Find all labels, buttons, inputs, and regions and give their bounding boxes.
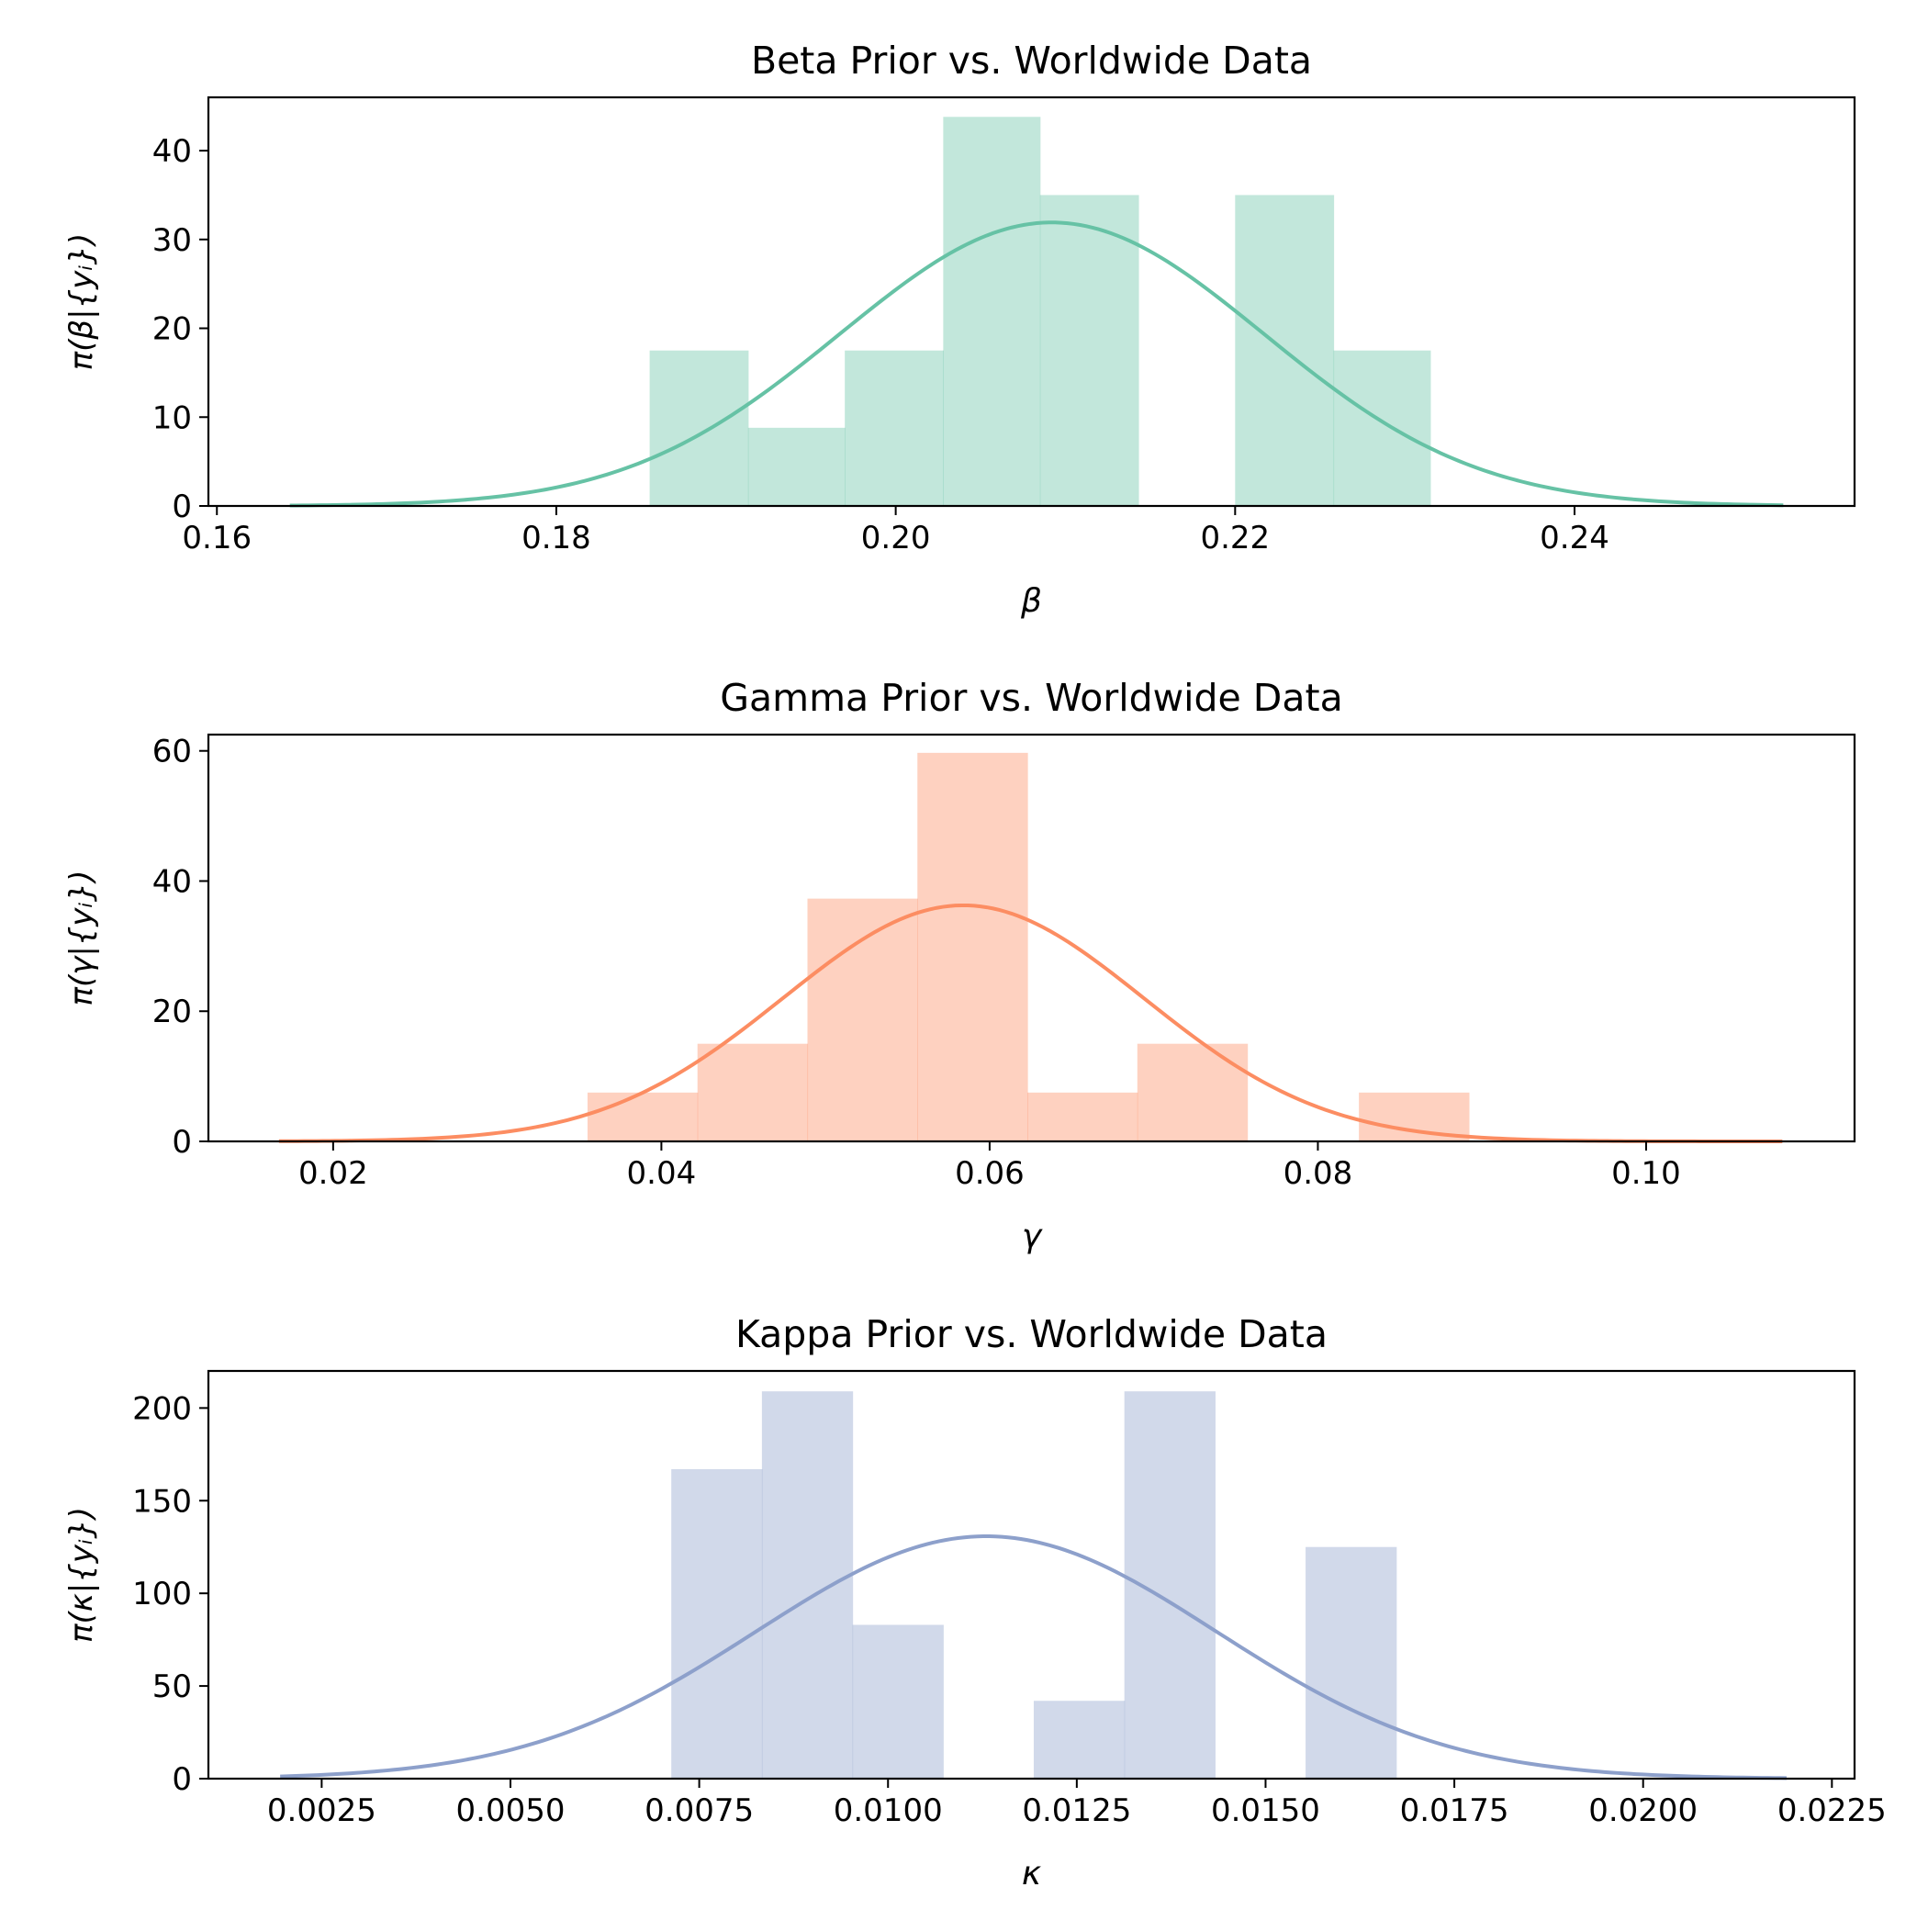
- y-axis-label: π(κ|{yᵢ}): [63, 1507, 100, 1643]
- x-tick-label: 0.18: [521, 520, 591, 556]
- chart-title: Beta Prior vs. Worldwide Data: [751, 39, 1312, 83]
- prior-density-line: [278, 903, 1783, 1143]
- y-tick-label: 200: [132, 1390, 192, 1427]
- chart-panel-1: 0.16 0.18 0.20 0.22 0.24 0 10 20 30 40 Beta Prior …: [63, 39, 1856, 620]
- x-tick-label: 0.16: [182, 520, 252, 556]
- x-tick-label: 0.22: [1200, 520, 1270, 556]
- y-tick-label: 20: [152, 994, 192, 1030]
- histogram-bar: [845, 350, 944, 506]
- x-axis-label: β: [1020, 582, 1042, 620]
- x-tick-label: 0.06: [955, 1155, 1025, 1192]
- histogram-bar: [917, 752, 1028, 1141]
- histogram-bar: [1033, 1701, 1126, 1779]
- chart-panel-3: 0.0025 0.0050 0.0075 0.0100 0.0125 0.0150 0.01…: [63, 1312, 1887, 1893]
- x-tick-label: 0.0050: [456, 1792, 566, 1829]
- plot-frame: [207, 733, 1856, 1143]
- x-axis-label: κ: [1022, 1855, 1042, 1893]
- y-tick-label: 0: [172, 1124, 192, 1161]
- chart-panel-2: 0.02 0.04 0.06 0.08 0.10 0 20 40 60 Gamma Prior v…: [63, 676, 1856, 1255]
- histogram-bar: [671, 1468, 763, 1779]
- histogram-bar: [649, 350, 749, 506]
- x-tick-label: 0.0150: [1211, 1792, 1320, 1829]
- prior-density-line: [289, 220, 1784, 508]
- histogram-bar: [1137, 1043, 1249, 1141]
- x-tick-label: 0.0200: [1588, 1792, 1698, 1829]
- x-tick-label: 0.0075: [645, 1792, 754, 1829]
- histogram-bar: [697, 1043, 809, 1141]
- x-tick-label: 0.0025: [267, 1792, 376, 1829]
- y-tick-label: 10: [152, 399, 192, 436]
- histogram-bar: [747, 427, 846, 506]
- y-tick-label: 150: [132, 1483, 192, 1520]
- plot-frame: [207, 1369, 1856, 1780]
- histogram-bar: [1359, 1092, 1470, 1141]
- y-tick-label: 30: [152, 222, 192, 259]
- y-tick-label: 0: [172, 489, 192, 525]
- y-axis-label: π(β|{yᵢ}): [63, 233, 100, 371]
- x-tick-label: 0.10: [1611, 1155, 1681, 1192]
- histogram-bar: [852, 1624, 944, 1779]
- x-tick-label: 0.24: [1540, 520, 1609, 556]
- y-tick-label: 40: [152, 863, 192, 900]
- chart-title: Gamma Prior vs. Worldwide Data: [720, 676, 1342, 720]
- histogram-bar: [761, 1391, 854, 1779]
- histogram-bar: [1333, 350, 1431, 506]
- prior-density-line: [280, 1534, 1787, 1780]
- y-tick-label: 0: [172, 1761, 192, 1798]
- y-tick-label: 60: [152, 734, 192, 770]
- x-tick-label: 0.20: [861, 520, 931, 556]
- y-tick-label: 40: [152, 133, 192, 170]
- x-tick-label: 0.0125: [1022, 1792, 1131, 1829]
- plot-frame: [207, 95, 1856, 508]
- x-axis-label: γ: [1022, 1218, 1043, 1255]
- y-axis-label: π(γ|{yᵢ}): [63, 870, 100, 1005]
- histogram-bar: [943, 117, 1041, 507]
- x-tick-label: 0.0175: [1400, 1792, 1509, 1829]
- histogram-bar: [587, 1092, 699, 1141]
- histogram-bar: [1306, 1546, 1397, 1779]
- x-tick-label: 0.08: [1283, 1155, 1353, 1192]
- x-tick-label: 0.0225: [1777, 1792, 1887, 1829]
- y-tick-label: 20: [152, 311, 192, 348]
- x-tick-label: 0.02: [298, 1155, 368, 1192]
- histogram-bar: [1027, 1092, 1138, 1141]
- y-tick-label: 100: [132, 1576, 192, 1612]
- histogram-bar: [807, 898, 918, 1141]
- x-tick-label: 0.0100: [834, 1792, 943, 1829]
- histogram-bar: [1039, 195, 1139, 507]
- y-tick-label: 50: [152, 1668, 192, 1705]
- x-tick-label: 0.04: [627, 1155, 697, 1192]
- chart-title: Kappa Prior vs. Worldwide Data: [735, 1312, 1328, 1356]
